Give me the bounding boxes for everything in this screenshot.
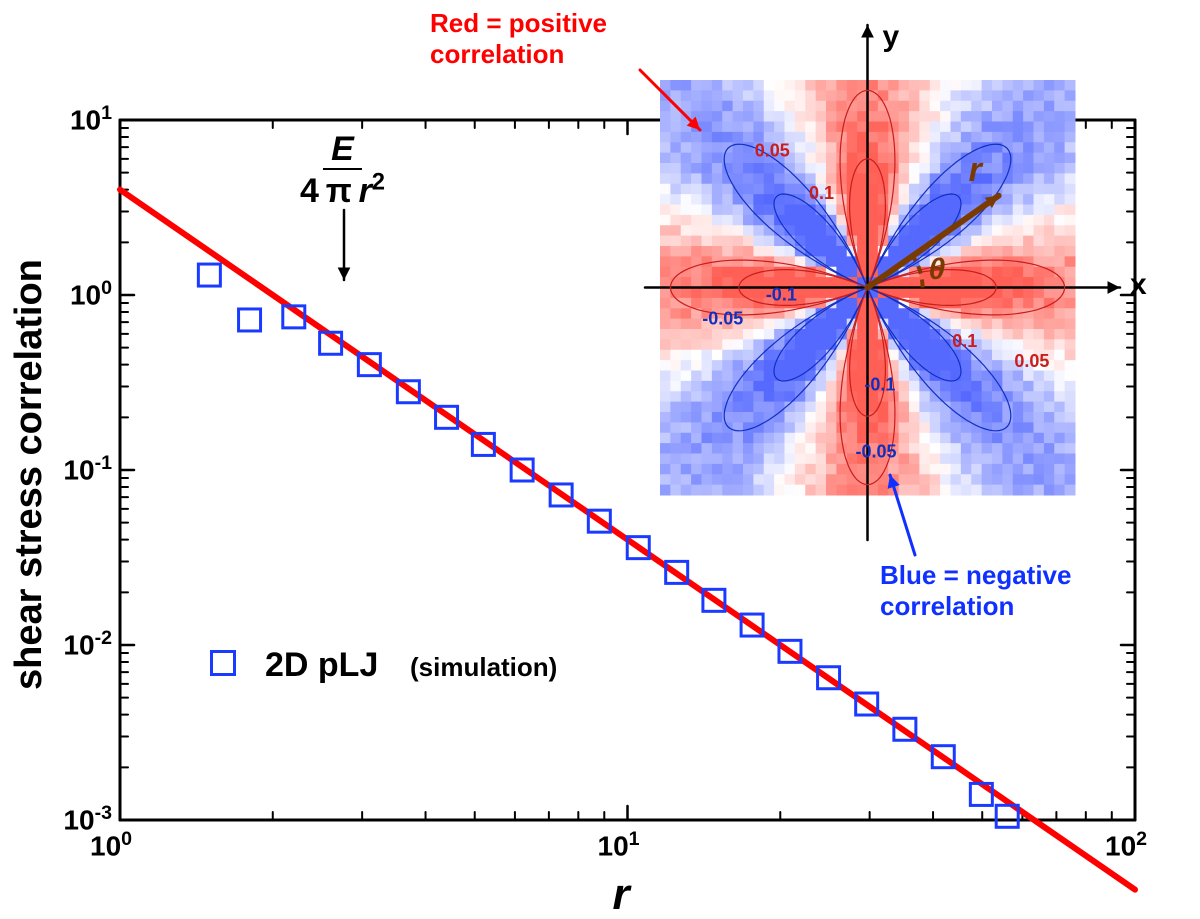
formula-numerator: E — [323, 130, 362, 170]
svg-text:0.05: 0.05 — [1014, 351, 1049, 371]
inset-r-vector-label: r — [969, 151, 982, 190]
inset-anno-blue-l2: correlation — [880, 591, 1014, 621]
inset-y-axis-label: y — [883, 20, 900, 54]
y-tick-label: 101 — [70, 102, 112, 136]
legend-marker-square — [210, 650, 236, 676]
svg-text:0.1: 0.1 — [809, 183, 834, 203]
svg-overlay: 0.05 0.1 0.1 0.05 -0.1 -0.05 -0.1 -0.05 — [0, 0, 1200, 919]
y-tick-label: 10-1 — [63, 452, 112, 486]
legend-label-main: 2D pLJ — [265, 646, 378, 685]
y-tick-label: 10-2 — [63, 627, 112, 661]
inset-anno-blue: Blue = negative correlation — [880, 560, 1071, 622]
inset-anno-red-l2: correlation — [430, 39, 564, 69]
inset-anno-blue-l1: Blue = negative — [880, 560, 1071, 590]
x-axis-title: r — [613, 870, 630, 919]
formula-denominator: 4 π r2 — [300, 172, 385, 210]
legend-label-sub: (simulation) — [410, 652, 557, 683]
svg-text:-0.05: -0.05 — [702, 308, 743, 328]
svg-text:-0.1: -0.1 — [766, 285, 797, 305]
theory-formula-label: E 4 π r2 — [300, 130, 385, 211]
svg-text:-0.1: -0.1 — [864, 375, 895, 395]
inset-anno-red-l1: Red = positive — [430, 8, 607, 38]
inset-anno-red: Red = positive correlation — [430, 8, 607, 70]
y-tick-label: 10-3 — [63, 802, 112, 836]
x-tick-label: 102 — [1105, 828, 1147, 862]
svg-text:0.05: 0.05 — [755, 141, 790, 161]
y-tick-label: 100 — [70, 277, 112, 311]
y-axis-title: shear stress correlation — [8, 259, 51, 690]
inset-theta-label: θ — [929, 253, 946, 287]
inset-x-axis-label: x — [1130, 268, 1147, 302]
svg-text:-0.05: -0.05 — [855, 441, 896, 461]
svg-text:0.1: 0.1 — [952, 331, 977, 351]
x-tick-label: 101 — [598, 828, 640, 862]
